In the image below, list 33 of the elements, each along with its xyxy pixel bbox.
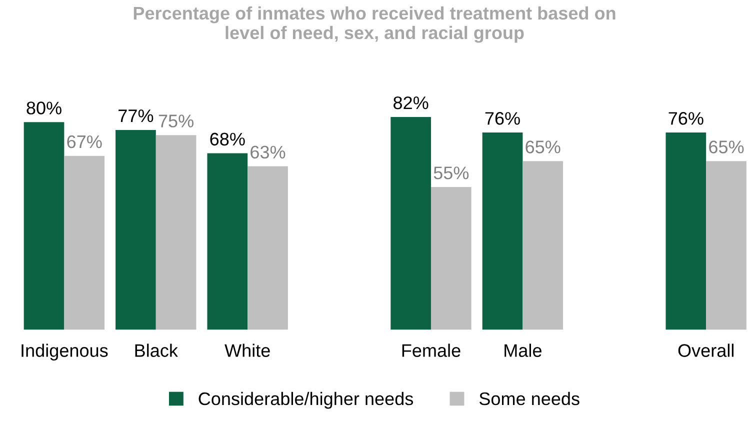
data-label: 65%: [709, 140, 744, 154]
data-label: 82%: [394, 96, 428, 110]
x-tick-label: Female: [402, 344, 460, 357]
data-label: 68%: [210, 132, 245, 146]
x-tick-label: Overall: [678, 344, 734, 357]
data-label: 65%: [526, 140, 560, 154]
bar: [116, 130, 156, 330]
bar: [390, 116, 431, 330]
legend-label: Considerable/higher needs: [198, 392, 414, 409]
bar: [64, 156, 105, 330]
bar: [666, 132, 706, 330]
bar: [522, 161, 564, 330]
data-label: 55%: [434, 166, 469, 180]
bar: [706, 161, 746, 330]
data-label: 80%: [26, 102, 62, 114]
x-tick-label: Indigenous: [22, 344, 108, 361]
bar: [24, 122, 64, 330]
data-label: 76%: [485, 112, 520, 125]
chart-title: Percentage of inmates who received treatment based on level of need, sex, and racial group: [134, 6, 616, 43]
data-label: 63%: [250, 146, 286, 159]
data-label: 67%: [67, 135, 102, 148]
bar: [156, 135, 196, 330]
data-label: 77%: [118, 109, 154, 122]
bar: [430, 187, 472, 330]
bar: [248, 166, 288, 330]
x-tick-label: Male: [504, 344, 542, 357]
x-tick-label: White: [224, 344, 270, 357]
data-label: 75%: [158, 114, 194, 128]
bar: [207, 153, 248, 330]
legend-label: Some needs: [479, 392, 580, 406]
data-label: 76%: [668, 112, 704, 125]
x-tick-label: Black: [135, 344, 178, 357]
bar: [482, 132, 523, 330]
